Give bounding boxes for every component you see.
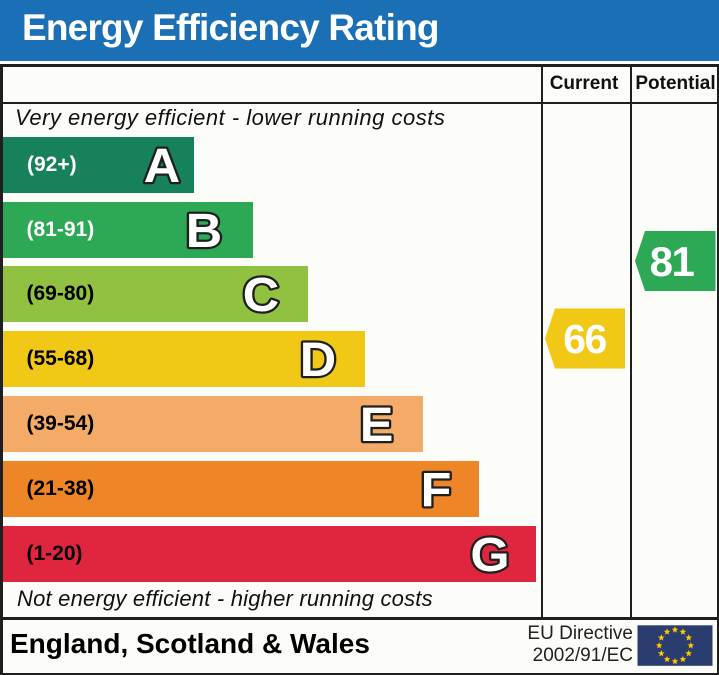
svg-text:A: A <box>144 139 180 193</box>
svg-text:B: B <box>186 204 222 258</box>
svg-text:G: G <box>470 528 509 582</box>
svg-text:66: 66 <box>563 316 606 362</box>
svg-text:F: F <box>421 463 452 517</box>
svg-text:81: 81 <box>650 238 695 285</box>
svg-text:C: C <box>243 268 279 322</box>
svg-text:E: E <box>360 398 394 452</box>
svg-text:D: D <box>300 333 336 387</box>
